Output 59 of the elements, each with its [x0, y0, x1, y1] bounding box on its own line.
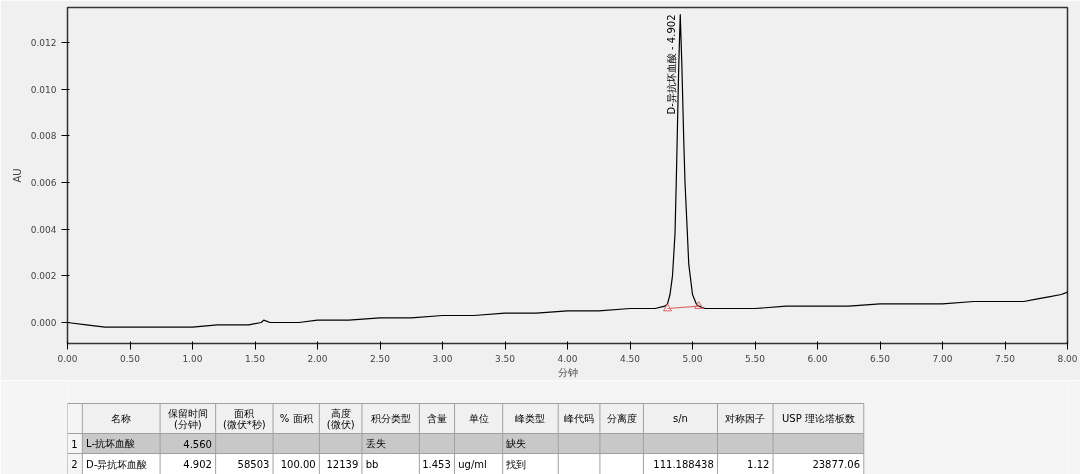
y-tick-label: 0.004 — [30, 224, 57, 235]
text: 峰类型 — [515, 413, 546, 424]
x-tick-label: 7.50 — [994, 353, 1016, 364]
text: 单位 — [468, 413, 489, 424]
text: 保留时间 (分钟) — [167, 407, 208, 430]
text: 积分类型 — [370, 413, 411, 424]
text: 峰代码 — [564, 413, 595, 424]
x-tick-label: 7.00 — [932, 353, 953, 364]
x-tick-label: 0.00 — [57, 353, 78, 364]
y-axis-title: AU — [11, 168, 23, 183]
x-tick-label: 0.50 — [119, 353, 141, 364]
x-tick-label: 5.00 — [682, 353, 703, 364]
text: 名称 — [111, 413, 132, 424]
text: 含量 — [426, 413, 447, 424]
text: 分离度 — [606, 413, 637, 424]
x-tick-label: 2.50 — [369, 353, 391, 364]
text: L-抗坏血酸 — [86, 438, 136, 449]
y-tick-label: 0.000 — [30, 318, 57, 328]
x-tick-label: 2.00 — [307, 353, 328, 364]
y-tick-label: 0.006 — [30, 178, 57, 188]
text: 1 — [71, 438, 78, 450]
y-tick-label: 0.002 — [30, 271, 57, 282]
x-tick-label: 6.00 — [807, 353, 828, 364]
text: 面积 (微伏*秒) — [222, 407, 266, 430]
text: 1.453 — [422, 459, 451, 470]
text: D-异抗坏血酸 — [86, 458, 148, 470]
annotation: D-异抗坏血酸 - 4.902 — [665, 14, 677, 115]
x-tick-label: 4.00 — [557, 353, 578, 364]
text: % 面积 — [279, 413, 313, 424]
x-tick-label: 4.50 — [619, 353, 641, 364]
x-tick-label: 1.00 — [182, 353, 203, 364]
text: 丢失 — [365, 438, 386, 449]
x-tick-label: 5.50 — [744, 353, 766, 364]
y-tick-label: 0.010 — [30, 84, 57, 95]
text: bb — [365, 458, 379, 470]
text: 4.902 — [183, 459, 212, 470]
text: 58503 — [237, 459, 270, 470]
x-tick-label: 8.00 — [1057, 353, 1078, 364]
x-tick-label: 1.50 — [244, 353, 266, 364]
text: ug/ml — [458, 458, 487, 470]
text: 111.188438 — [653, 459, 714, 470]
text: 2 — [71, 459, 78, 470]
text: 12139 — [326, 459, 359, 470]
x-axis-title: 分钟 — [557, 366, 578, 378]
y-tick-label: 0.008 — [30, 131, 57, 142]
x-tick-label: 6.50 — [869, 353, 891, 364]
text: USP 理论塔板数 — [781, 413, 855, 424]
text: 1.12 — [747, 459, 770, 470]
text: s/n — [673, 413, 688, 424]
text: 4.560 — [183, 438, 212, 450]
text: 高度 (微伏) — [326, 407, 355, 430]
text: 对称因子 — [725, 413, 766, 424]
x-tick-label: 3.00 — [432, 353, 453, 364]
text: 23877.06 — [812, 459, 861, 470]
text: 100.00 — [280, 459, 316, 470]
text: 缺失 — [506, 438, 527, 449]
x-tick-label: 3.50 — [494, 353, 516, 364]
y-tick-label: 0.012 — [30, 38, 57, 48]
text: 找到 — [505, 458, 527, 470]
